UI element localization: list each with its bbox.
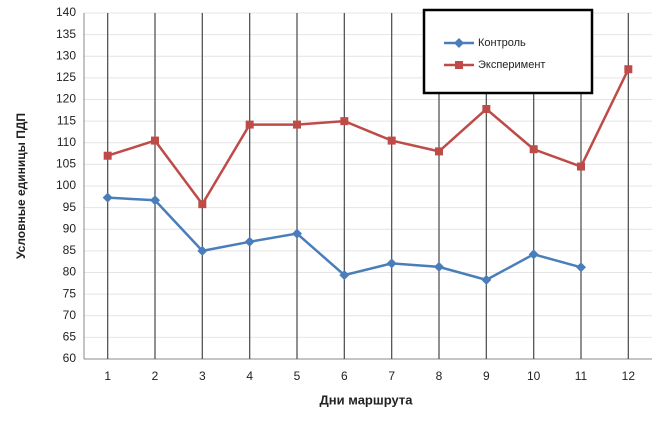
x-tick-label: 6 [341, 369, 348, 383]
marker [528, 249, 539, 260]
x-axis-label: Дни маршрута [320, 392, 414, 407]
x-tick-label: 5 [294, 369, 301, 383]
legend-box [422, 8, 594, 95]
y-tick-label: 120 [56, 92, 76, 106]
x-tick-label: 1 [104, 369, 111, 383]
marker [481, 274, 492, 285]
y-tick-label: 60 [63, 351, 77, 365]
legend-marker [454, 38, 464, 48]
marker [293, 120, 301, 129]
marker [339, 270, 350, 281]
y-tick-label: 70 [63, 308, 77, 322]
y-tick-label: 75 [63, 286, 77, 300]
y-tick-label: 90 [63, 221, 77, 235]
marker [529, 145, 538, 154]
x-tick-label: 8 [436, 369, 443, 383]
y-tick-label: 100 [56, 178, 76, 192]
marker [576, 262, 586, 273]
legend-marker [455, 61, 463, 69]
marker [292, 228, 302, 239]
x-tick-label: 2 [152, 369, 159, 383]
marker [198, 200, 207, 209]
marker [102, 192, 113, 203]
marker [434, 261, 444, 272]
y-tick-label: 85 [63, 243, 77, 257]
marker [482, 105, 491, 114]
y-axis-label: Условные единицы ПДП [14, 113, 28, 259]
marker [244, 236, 255, 247]
y-tick-label: 130 [56, 48, 76, 62]
marker [624, 65, 633, 74]
marker [151, 136, 159, 145]
legend-label: Контроль [478, 37, 526, 49]
x-tick-label: 9 [483, 369, 490, 383]
marker [245, 120, 254, 129]
marker [197, 245, 208, 256]
y-tick-label: 65 [63, 330, 77, 344]
y-tick-label: 125 [56, 70, 76, 84]
marker [150, 195, 160, 206]
marker [577, 162, 585, 171]
x-tick-label: 7 [388, 369, 395, 383]
x-tick-label: 3 [199, 369, 206, 383]
y-tick-label: 95 [63, 200, 77, 214]
x-tick-label: 11 [575, 369, 588, 383]
marker [103, 151, 112, 160]
x-tick-label: 12 [622, 369, 636, 383]
series-line [107, 68, 630, 207]
y-tick-label: 110 [57, 135, 76, 149]
marker [386, 258, 397, 269]
y-tick-label: 135 [56, 27, 76, 41]
x-tick-label: 4 [246, 369, 253, 383]
legend-label: Эксперимент [478, 59, 545, 71]
y-tick-label: 140 [56, 5, 76, 19]
y-tick-label: 80 [63, 265, 77, 279]
marker [340, 117, 349, 126]
x-tick-label: 10 [527, 369, 541, 383]
y-tick-label: 115 [57, 113, 76, 127]
marker [387, 136, 396, 145]
marker [435, 147, 443, 156]
y-tick-label: 105 [56, 157, 76, 171]
